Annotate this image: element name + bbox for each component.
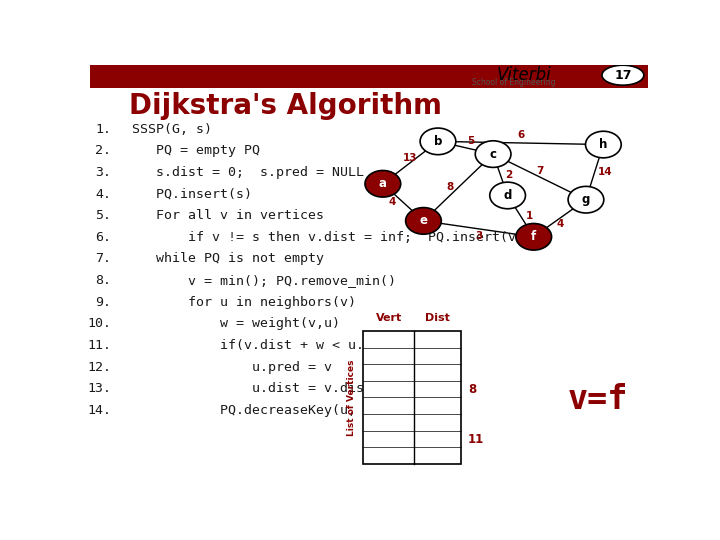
Text: u.pred = v: u.pred = v [132, 361, 332, 374]
Text: List of Vertices: List of Vertices [346, 359, 356, 436]
Bar [364, 331, 461, 464]
Text: f: f [531, 230, 536, 244]
Text: a: a [379, 177, 387, 190]
Text: 8.: 8. [95, 274, 111, 287]
Text: e: e [420, 214, 428, 227]
Text: Dist: Dist [426, 313, 450, 323]
Text: Dijkstra's Algorithm: Dijkstra's Algorithm [129, 92, 442, 120]
Text: h: h [384, 449, 394, 462]
Text: 1: 1 [526, 211, 533, 221]
Text: 13.: 13. [87, 382, 111, 395]
Text: v = min(); PQ.remove_min(): v = min(); PQ.remove_min() [132, 274, 396, 287]
Text: 0: 0 [433, 333, 442, 346]
Ellipse shape [585, 131, 621, 158]
Text: c: c [490, 147, 497, 160]
Text: while PQ is not empty: while PQ is not empty [132, 253, 324, 266]
Text: Viterbi: Viterbi [496, 66, 551, 84]
Text: 5.: 5. [95, 209, 111, 222]
Text: if(v.dist + w < u.dist): if(v.dist + w < u.dist) [132, 339, 404, 352]
Text: 3.: 3. [95, 166, 111, 179]
Text: for u in neighbors(v): for u in neighbors(v) [132, 296, 356, 309]
Text: School of Engineering: School of Engineering [472, 78, 556, 87]
Text: 12.: 12. [87, 361, 111, 374]
Text: 13: 13 [403, 153, 418, 164]
Text: PQ.insert(s): PQ.insert(s) [132, 187, 252, 201]
Text: For all v in vertices: For all v in vertices [132, 209, 324, 222]
Bar [90, 65, 648, 87]
Text: d: d [503, 189, 512, 202]
Ellipse shape [516, 224, 552, 250]
Text: 6.: 6. [95, 231, 111, 244]
Text: if v != s then v.dist = inf;  PQ.insert(v): if v != s then v.dist = inf; PQ.insert(v… [132, 231, 524, 244]
Text: g: g [582, 193, 590, 206]
Text: 1.: 1. [95, 123, 111, 136]
Text: 11: 11 [468, 433, 484, 446]
Text: g: g [384, 433, 394, 446]
Text: 4: 4 [433, 399, 442, 412]
Ellipse shape [405, 207, 441, 234]
Ellipse shape [602, 65, 644, 85]
Text: 9.: 9. [95, 296, 111, 309]
Text: inf: inf [428, 349, 448, 362]
Text: inf: inf [428, 383, 448, 396]
Ellipse shape [365, 171, 401, 197]
Text: b: b [433, 135, 442, 148]
Ellipse shape [420, 128, 456, 154]
Text: inf: inf [428, 433, 448, 446]
Text: 7.: 7. [95, 253, 111, 266]
Text: u.dist = v.dist + w;: u.dist = v.dist + w; [132, 382, 412, 395]
Text: inf: inf [428, 449, 448, 462]
Text: Vert: Vert [376, 313, 402, 323]
Text: 14.: 14. [87, 404, 111, 417]
Text: f: f [386, 416, 392, 429]
Text: 7: 7 [433, 416, 442, 429]
Text: 10.: 10. [87, 318, 111, 330]
Text: 11.: 11. [87, 339, 111, 352]
Text: w = weight(v,u): w = weight(v,u) [132, 318, 340, 330]
Ellipse shape [490, 182, 526, 209]
Text: v=f: v=f [567, 383, 628, 416]
Text: 3: 3 [475, 231, 482, 241]
Text: a: a [384, 333, 393, 346]
Text: 2.: 2. [95, 144, 111, 157]
Text: 4: 4 [388, 197, 396, 207]
Text: 17: 17 [614, 69, 631, 82]
Ellipse shape [568, 186, 604, 213]
Text: 8: 8 [468, 383, 476, 396]
Text: PQ.decreaseKey(u, u.dist): PQ.decreaseKey(u, u.dist) [132, 404, 420, 417]
Text: 14: 14 [598, 167, 612, 177]
Ellipse shape [475, 141, 511, 167]
Text: c: c [385, 366, 392, 379]
Text: SSSP(G, s): SSSP(G, s) [132, 123, 212, 136]
Text: 6: 6 [517, 131, 524, 140]
Text: h: h [599, 138, 608, 151]
Text: 8: 8 [446, 183, 454, 192]
Text: d: d [384, 383, 394, 396]
Text: 5: 5 [467, 137, 474, 146]
Text: 2: 2 [505, 170, 513, 180]
Text: PQ = empty PQ: PQ = empty PQ [132, 144, 260, 157]
Text: 12: 12 [428, 366, 446, 379]
Text: USC: USC [472, 66, 510, 84]
Text: s.dist = 0;  s.pred = NULL: s.dist = 0; s.pred = NULL [132, 166, 364, 179]
Text: e: e [384, 399, 393, 412]
Text: 4.: 4. [95, 187, 111, 201]
Text: 4: 4 [556, 219, 564, 230]
Text: b: b [384, 349, 394, 362]
Text: 7: 7 [536, 166, 543, 176]
